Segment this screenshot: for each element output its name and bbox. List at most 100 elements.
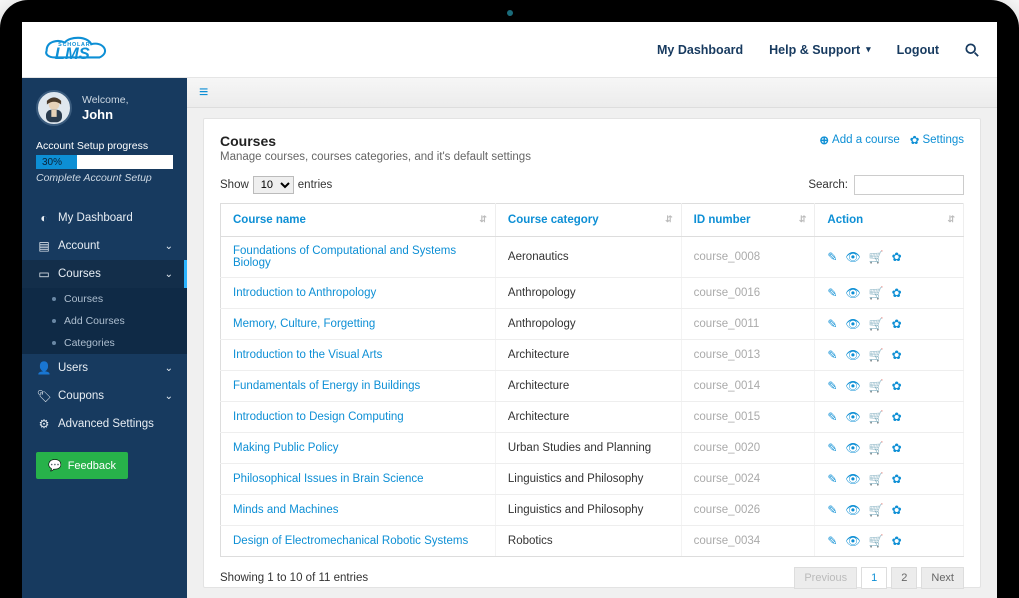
gear-icon[interactable]: ✿ — [892, 410, 902, 424]
cart-icon[interactable]: 🛒 — [869, 348, 884, 362]
cell-course-name[interactable]: Philosophical Issues in Brain Science — [221, 464, 496, 495]
logo[interactable]: SCHOLAR LMS — [40, 31, 156, 69]
search-label: Search: — [808, 179, 848, 191]
submenu-courses[interactable]: Courses — [22, 288, 187, 310]
edit-icon[interactable]: ✎ — [827, 379, 837, 393]
cell-course-name[interactable]: Introduction to Anthropology — [221, 278, 496, 309]
cell-course-name[interactable]: Design of Electromechanical Robotic Syst… — [221, 526, 496, 557]
view-icon[interactable]: 👁 — [845, 441, 860, 455]
edit-icon[interactable]: ✎ — [827, 441, 837, 455]
cell-course-name[interactable]: Introduction to Design Computing — [221, 402, 496, 433]
cell-course-name[interactable]: Minds and Machines — [221, 495, 496, 526]
settings-link[interactable]: ✿ Settings — [910, 133, 964, 147]
view-icon[interactable]: 👁 — [845, 534, 860, 548]
view-icon[interactable]: 👁 — [845, 250, 860, 264]
page-2[interactable]: 2 — [891, 567, 917, 589]
search-icon[interactable] — [965, 43, 979, 57]
cell-course-name[interactable]: Making Public Policy — [221, 433, 496, 464]
view-icon[interactable]: 👁 — [845, 503, 860, 517]
sidebar-item-account[interactable]: ▤ Account ⌄ — [22, 232, 187, 260]
gear-icon[interactable]: ✿ — [892, 317, 902, 331]
sidebar-item-coupons[interactable]: 🏷 Coupons ⌄ — [22, 382, 187, 410]
cell-actions: ✎ 👁 🛒 ✿ — [815, 340, 964, 371]
table-row: Minds and MachinesLinguistics and Philos… — [221, 495, 964, 526]
gear-icon[interactable]: ✿ — [892, 441, 902, 455]
cell-course-name[interactable]: Introduction to the Visual Arts — [221, 340, 496, 371]
sidebar-item-label: My Dashboard — [58, 212, 133, 224]
nav-my-dashboard[interactable]: My Dashboard — [657, 43, 743, 57]
edit-icon[interactable]: ✎ — [827, 250, 837, 264]
cart-icon[interactable]: 🛒 — [869, 503, 884, 517]
sidebar-item-dashboard[interactable]: ◐ My Dashboard — [22, 204, 187, 232]
page-prev[interactable]: Previous — [794, 567, 857, 589]
cart-icon[interactable]: 🛒 — [869, 410, 884, 424]
gear-icon[interactable]: ✿ — [892, 379, 902, 393]
gear-icon[interactable]: ✿ — [892, 503, 902, 517]
active-indicator — [184, 260, 187, 288]
gear-icon[interactable]: ✿ — [892, 472, 902, 486]
nav-logout[interactable]: Logout — [897, 43, 939, 57]
edit-icon[interactable]: ✎ — [827, 503, 837, 517]
search-input[interactable] — [854, 175, 964, 195]
user-text: Welcome, John — [82, 94, 129, 122]
sidebar-item-label: Account — [58, 240, 100, 252]
col-id-number[interactable]: ID number ⇵ — [681, 204, 815, 237]
col-course-name[interactable]: Course name ⇵ — [221, 204, 496, 237]
page-1[interactable]: 1 — [861, 567, 887, 589]
gear-icon[interactable]: ✿ — [892, 534, 902, 548]
cart-icon[interactable]: 🛒 — [869, 441, 884, 455]
sidebar-item-courses[interactable]: ▭ Courses ⌄ — [22, 260, 187, 288]
hamburger-icon[interactable]: ≡ — [199, 84, 208, 102]
view-icon[interactable]: 👁 — [845, 317, 860, 331]
nav-help-support[interactable]: Help & Support — [769, 43, 871, 57]
edit-icon[interactable]: ✎ — [827, 348, 837, 362]
cell-actions: ✎ 👁 🛒 ✿ — [815, 237, 964, 278]
sidebar-item-users[interactable]: 👤 Users ⌄ — [22, 354, 187, 382]
content-wrap: Welcome, John Account Setup progress 30%… — [22, 78, 997, 598]
cart-icon[interactable]: 🛒 — [869, 286, 884, 300]
cell-actions: ✎ 👁 🛒 ✿ — [815, 371, 964, 402]
table-row: Introduction to the Visual ArtsArchitect… — [221, 340, 964, 371]
edit-icon[interactable]: ✎ — [827, 410, 837, 424]
submenu-add-courses[interactable]: Add Courses — [22, 310, 187, 332]
edit-icon[interactable]: ✎ — [827, 286, 837, 300]
gear-icon[interactable]: ✿ — [892, 348, 902, 362]
edit-icon[interactable]: ✎ — [827, 317, 837, 331]
col-action[interactable]: Action ⇵ — [815, 204, 964, 237]
gear-icon[interactable]: ✿ — [892, 250, 902, 264]
view-icon[interactable]: 👁 — [845, 286, 860, 300]
view-icon[interactable]: 👁 — [845, 472, 860, 486]
entries-info: Showing 1 to 10 of 11 entries — [220, 572, 368, 584]
gear-icon[interactable]: ✿ — [892, 286, 902, 300]
view-icon[interactable]: 👁 — [845, 348, 860, 362]
page-size-select[interactable]: 10 — [253, 176, 294, 194]
cart-icon[interactable]: 🛒 — [869, 534, 884, 548]
view-icon[interactable]: 👁 — [845, 379, 860, 393]
cell-course-name[interactable]: Memory, Culture, Forgetting — [221, 309, 496, 340]
col-course-category[interactable]: Course category ⇵ — [495, 204, 681, 237]
page-next[interactable]: Next — [921, 567, 964, 589]
complete-setup-link[interactable]: Complete Account Setup — [36, 172, 173, 184]
cart-icon[interactable]: 🛒 — [869, 317, 884, 331]
cell-actions: ✎ 👁 🛒 ✿ — [815, 433, 964, 464]
submenu-categories[interactable]: Categories — [22, 332, 187, 354]
edit-icon[interactable]: ✎ — [827, 472, 837, 486]
cart-icon[interactable]: 🛒 — [869, 472, 884, 486]
sort-icon: ⇵ — [665, 214, 673, 225]
view-icon[interactable]: 👁 — [845, 410, 860, 424]
cell-category: Linguistics and Philosophy — [495, 495, 681, 526]
cart-icon[interactable]: 🛒 — [869, 250, 884, 264]
top-nav: My Dashboard Help & Support Logout — [657, 43, 979, 57]
sidebar: Welcome, John Account Setup progress 30%… — [22, 78, 187, 598]
add-course-link[interactable]: ⊕ Add a course — [819, 133, 899, 147]
cell-course-name[interactable]: Foundations of Computational and Systems… — [221, 237, 496, 278]
sidebar-item-advanced[interactable]: ⚙ Advanced Settings — [22, 410, 187, 438]
cell-category: Architecture — [495, 371, 681, 402]
feedback-button[interactable]: 💬 Feedback — [36, 452, 128, 479]
cart-icon[interactable]: 🛒 — [869, 379, 884, 393]
users-icon: 👤 — [36, 361, 52, 375]
cell-course-name[interactable]: Fundamentals of Energy in Buildings — [221, 371, 496, 402]
edit-icon[interactable]: ✎ — [827, 534, 837, 548]
page-titles: Courses Manage courses, courses categori… — [220, 133, 531, 163]
avatar[interactable] — [36, 90, 72, 126]
